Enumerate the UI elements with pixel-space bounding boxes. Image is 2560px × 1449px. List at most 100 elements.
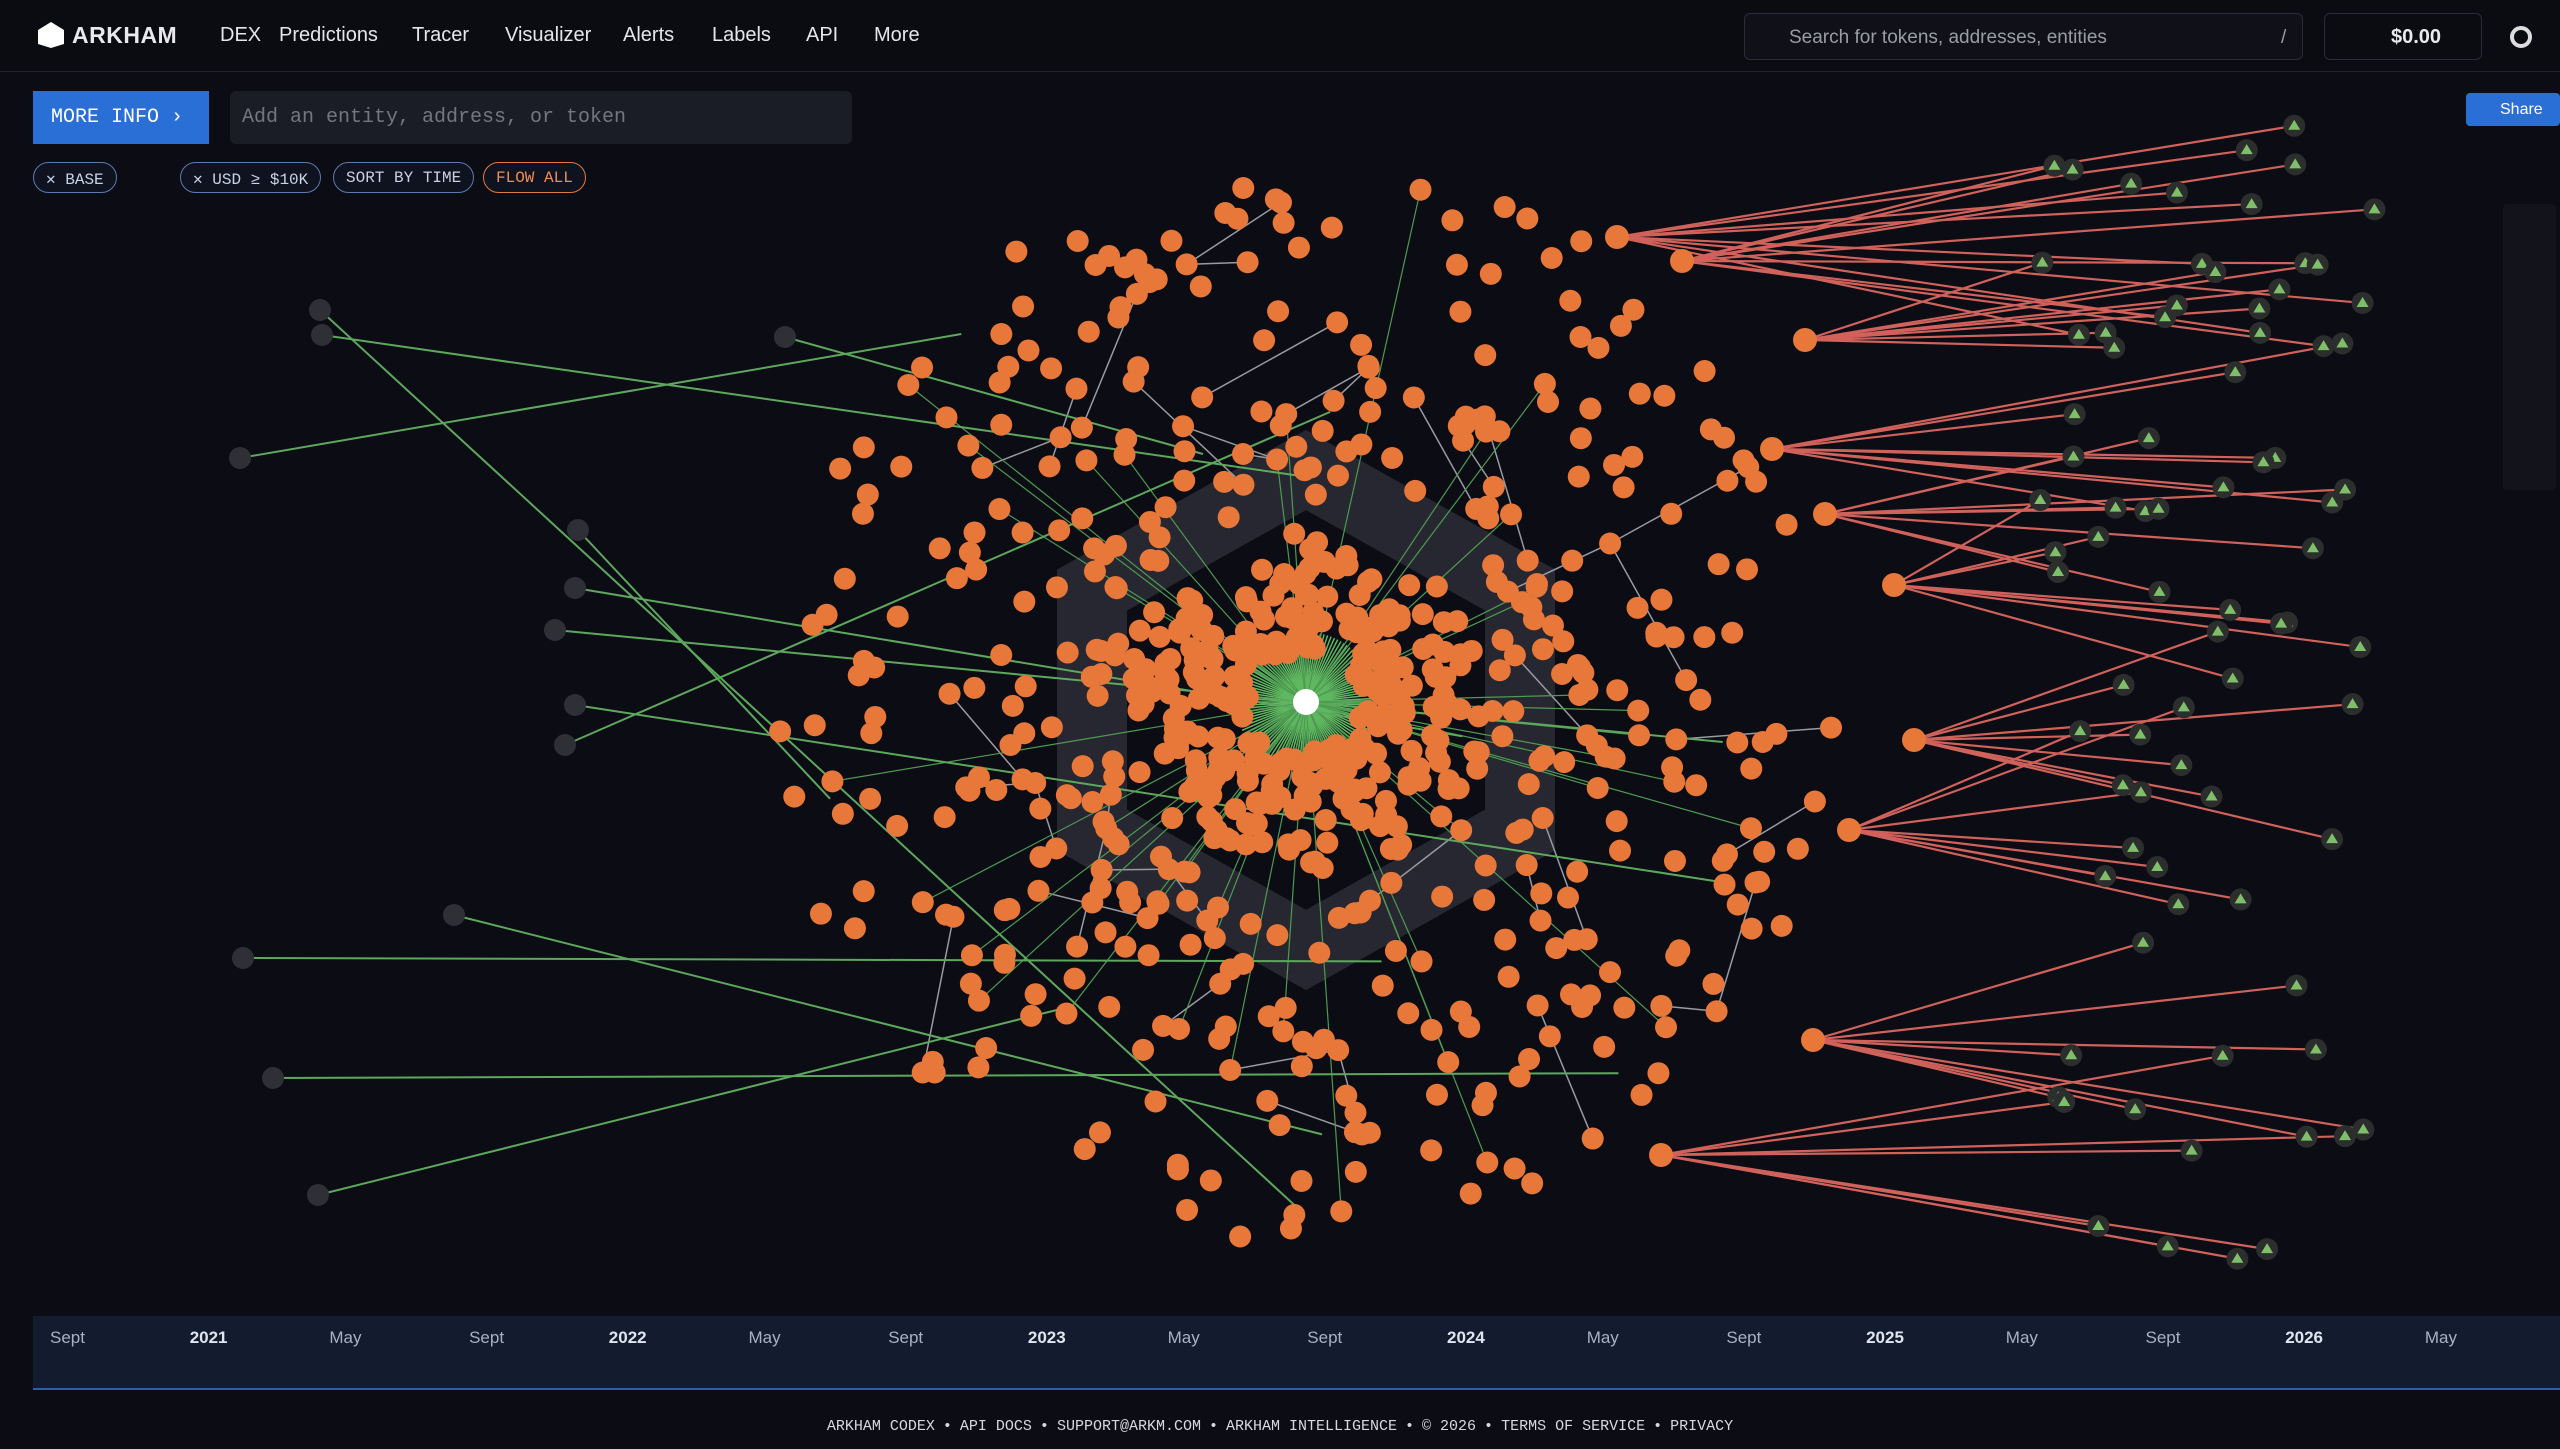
node[interactable] [1013,590,1036,613]
node[interactable] [1274,996,1297,1019]
node[interactable] [1071,507,1094,530]
node[interactable] [1103,765,1126,788]
node[interactable] [1088,1121,1111,1144]
node[interactable] [1557,886,1580,909]
node[interactable] [232,947,254,969]
node[interactable] [1647,1062,1670,1085]
node[interactable] [1083,560,1106,583]
node[interactable] [1726,731,1749,754]
node[interactable] [1356,700,1379,723]
node[interactable] [809,902,832,925]
node[interactable] [1330,1200,1353,1223]
node[interactable] [1279,1217,1302,1240]
node[interactable] [1090,639,1113,662]
node[interactable] [1359,400,1382,423]
node[interactable] [1180,637,1203,660]
node[interactable] [1740,917,1763,940]
node[interactable] [1197,646,1220,669]
node[interactable] [1740,757,1763,780]
node[interactable] [1125,248,1148,271]
node[interactable] [1569,325,1592,348]
node[interactable] [993,943,1016,966]
node[interactable] [1014,675,1037,698]
node[interactable] [1786,837,1809,860]
filter-chip[interactable]: ✕ USD ≥ $10K [180,162,322,193]
node[interactable] [1283,522,1306,545]
entity-input[interactable]: Add an entity, address, or token [230,91,852,144]
node[interactable] [1077,320,1100,343]
node[interactable] [928,537,951,560]
node[interactable] [990,413,1013,436]
node[interactable] [1253,329,1276,352]
node[interactable] [963,676,986,699]
node[interactable] [1655,1016,1678,1039]
node[interactable] [993,899,1016,922]
node[interactable] [1217,506,1240,529]
node[interactable] [1449,654,1472,677]
node[interactable] [829,457,852,480]
node[interactable] [1384,939,1407,962]
node[interactable] [1533,745,1556,768]
node[interactable] [1296,636,1319,659]
footer-link[interactable]: © 2026 [1422,1418,1477,1435]
nav-item[interactable]: Visualizer [505,24,592,46]
node[interactable] [1338,741,1361,764]
node[interactable] [1266,924,1289,947]
node[interactable] [1559,289,1582,312]
node[interactable] [1302,601,1325,624]
node[interactable] [1181,589,1204,612]
node[interactable] [1251,558,1274,581]
node[interactable] [1184,778,1207,801]
node[interactable] [1166,1158,1189,1181]
node[interactable] [1572,661,1595,684]
node[interactable] [1038,455,1061,478]
node[interactable] [1381,446,1404,469]
node[interactable] [1040,357,1063,380]
node[interactable] [1086,684,1109,707]
node[interactable] [1517,773,1540,796]
node[interactable] [1236,251,1259,274]
node[interactable] [1882,573,1906,597]
node[interactable] [1712,426,1735,449]
node[interactable] [1663,849,1686,872]
node[interactable] [851,502,874,525]
node[interactable] [1182,661,1205,684]
node[interactable] [1521,1172,1544,1195]
node[interactable] [1099,783,1122,806]
node[interactable] [1029,797,1052,820]
node[interactable] [1107,833,1130,856]
node[interactable] [1430,805,1453,828]
node[interactable] [769,720,792,743]
node[interactable] [1213,470,1236,493]
node[interactable] [1264,643,1287,666]
node[interactable] [1533,372,1556,395]
node[interactable] [999,734,1022,757]
node[interactable] [1400,674,1423,697]
node[interactable] [843,917,866,940]
node[interactable] [1425,575,1448,598]
node[interactable] [1320,216,1343,239]
node[interactable] [1236,762,1259,785]
node[interactable] [1603,453,1626,476]
node[interactable] [1670,249,1694,273]
node[interactable] [1169,694,1192,717]
node[interactable] [960,944,983,967]
node[interactable] [1476,1151,1499,1174]
node[interactable] [1474,854,1497,877]
node[interactable] [1267,300,1290,323]
node[interactable] [1268,1114,1291,1137]
node[interactable] [1383,608,1406,631]
node[interactable] [1163,726,1186,749]
settings-icon[interactable] [2508,24,2534,50]
node[interactable] [1649,1143,1673,1167]
node[interactable] [1348,584,1371,607]
node[interactable] [1515,854,1538,877]
node[interactable] [1260,779,1283,802]
nav-item[interactable]: More [874,24,920,46]
node[interactable] [1437,769,1460,792]
node[interactable] [1431,885,1454,908]
node[interactable] [564,694,586,716]
node[interactable] [1350,333,1373,356]
node[interactable] [821,770,844,793]
node[interactable] [1122,667,1145,690]
